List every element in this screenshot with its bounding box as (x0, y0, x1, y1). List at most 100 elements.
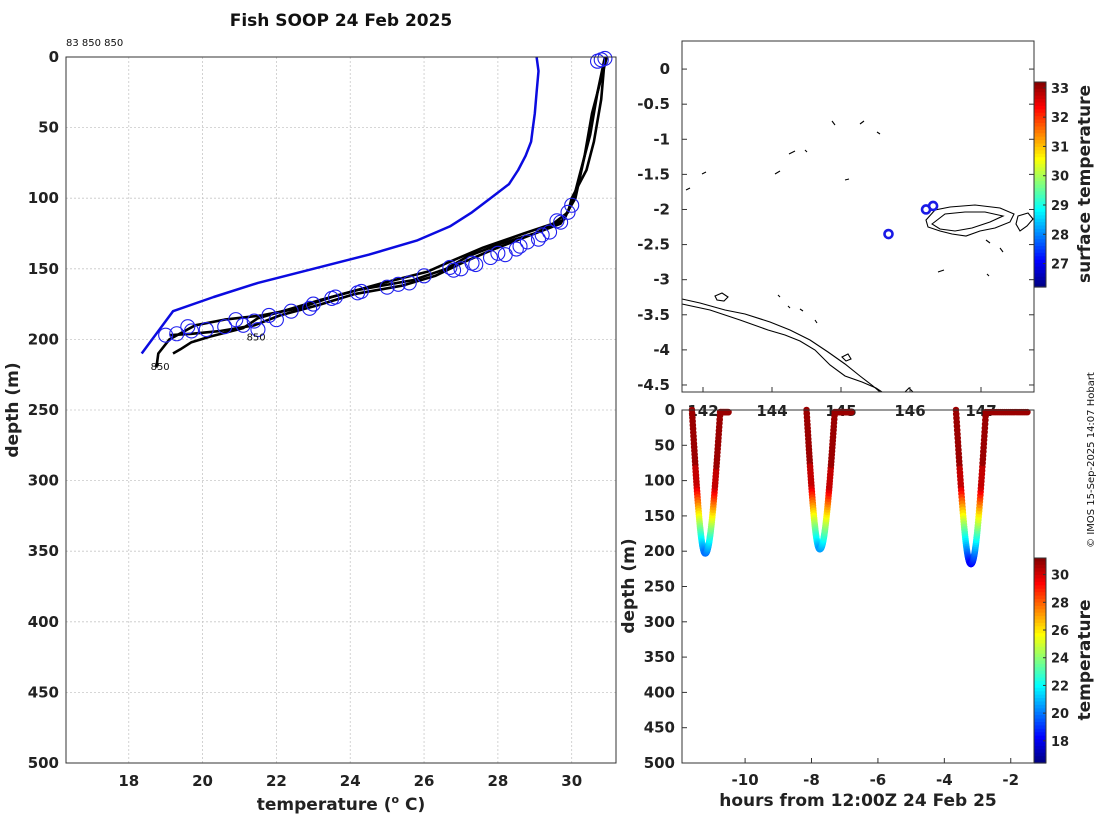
coastline (844, 178, 850, 181)
thermistor-marker (597, 50, 613, 66)
colorbar-swatch (1034, 735, 1046, 740)
colorbar-tick-label: 20 (1051, 707, 1069, 722)
thermistor-marker (169, 326, 185, 342)
thermistor-marker (283, 303, 299, 319)
colorbar-swatch (1034, 112, 1046, 117)
colorbar-swatch (1034, 256, 1046, 261)
colorbar-swatch (1034, 177, 1046, 182)
coastline (814, 319, 818, 324)
colorbar-swatch (1034, 205, 1046, 210)
coastline (925, 204, 1015, 237)
profile-lines (140, 56, 609, 368)
colorbar-swatch (1034, 725, 1046, 730)
time-y-tick-label: 150 (644, 507, 675, 525)
coastline (876, 131, 881, 135)
colorbar-tick-label: 33 (1051, 82, 1069, 97)
thermistor-marker (542, 224, 558, 240)
colorbar-swatch (1034, 187, 1046, 192)
map-y-tick-label: -4.5 (637, 376, 670, 394)
colorbar-swatch (1034, 116, 1046, 121)
y-tick-label: 100 (28, 189, 59, 207)
thermistor-marker (250, 321, 266, 338)
colorbar-swatch (1034, 126, 1046, 131)
map-y-tick-label: -4 (653, 341, 670, 359)
thermistor-marker (198, 321, 214, 338)
colorbar-tick-label: 27 (1051, 258, 1069, 273)
colorbar-swatch (1034, 605, 1046, 610)
time-y-tick-label: 300 (644, 613, 675, 631)
colorbar-swatch (1034, 698, 1046, 703)
colorbar-swatch (1034, 745, 1046, 750)
map-x-tick-label: 144 (756, 402, 787, 420)
colorbar-swatch (1034, 280, 1046, 285)
colorbar-swatch (1034, 691, 1046, 696)
y-tick-label: 300 (28, 472, 59, 490)
colorbar-swatch (1034, 181, 1046, 186)
thermistor-marker (482, 249, 499, 266)
colorbar-tick-label: 24 (1051, 652, 1069, 667)
colorbar-swatch (1034, 701, 1046, 706)
colorbar-swatch (1034, 739, 1046, 744)
colorbar-swatch (1034, 588, 1046, 593)
colorbar-swatch (1034, 146, 1046, 151)
profile-panel: Fish SOOP 24 Feb 2025 83 850 850 850850 … (3, 11, 617, 815)
colorbar-swatch (1034, 616, 1046, 621)
time-y-tick-label: 450 (644, 719, 675, 737)
profile-axes-frame (65, 56, 617, 764)
y-tick-label: 500 (28, 754, 59, 772)
colorbar-swatch (1034, 599, 1046, 604)
colorbar-swatch (1034, 150, 1046, 155)
colorbar-swatch (1034, 564, 1046, 569)
time-x-tick-label: -4 (936, 771, 953, 789)
colorbar-swatch (1034, 167, 1046, 172)
colorbar-swatch (1034, 694, 1046, 699)
coastline (681, 303, 883, 393)
thermistor-marker (183, 323, 200, 339)
map-coastlines (681, 120, 1034, 393)
colorbar-swatch (1034, 749, 1046, 754)
colorbar-swatch (1034, 663, 1046, 668)
thermistor-marker (564, 197, 580, 213)
colorbar-swatch (1034, 704, 1046, 709)
profile-labels: 850 850 (151, 333, 266, 374)
colorbar-swatch (1034, 660, 1046, 665)
colorbar-swatch (1034, 208, 1046, 213)
colorbar-swatch (1034, 687, 1046, 692)
coastline (777, 294, 781, 298)
colorbar-swatch (1034, 581, 1046, 586)
map-stations (883, 200, 939, 240)
colorbar-swatch (1034, 85, 1046, 90)
colorbar-tick-label: 30 (1051, 569, 1069, 584)
time-y-tick-label: 250 (644, 578, 675, 596)
profile-line (169, 56, 609, 337)
colorbar-tick-label: 28 (1051, 228, 1069, 243)
profile-grid (66, 56, 616, 764)
colorbar-swatch (1034, 136, 1046, 141)
colorbar-swatch (1034, 239, 1046, 244)
colorbar-swatch (1034, 609, 1046, 614)
map-y-tick-label: -0.5 (637, 95, 670, 113)
thermistor-marker (228, 312, 244, 328)
colorbar-swatch (1034, 561, 1046, 566)
coastline (937, 269, 945, 273)
time-y-tick-label: 400 (644, 683, 675, 701)
colorbar-swatch (1034, 273, 1046, 278)
colorbar-swatch (1034, 184, 1046, 189)
colorbar-swatch (1034, 198, 1046, 203)
station-marker (883, 228, 894, 240)
thermistor-marker (261, 307, 277, 323)
coastline (799, 308, 804, 312)
x-tick-label: 20 (192, 772, 213, 790)
colorbar-swatch (1034, 164, 1046, 169)
time-x-tick-label: -6 (870, 771, 887, 789)
colorbar-swatch (1034, 160, 1046, 165)
colorbar-swatch (1034, 102, 1046, 107)
time-y-tick-label: 50 (654, 436, 675, 454)
colorbar-swatch (1034, 235, 1046, 240)
colorbar-swatch (1034, 283, 1046, 288)
colorbar-swatch (1034, 718, 1046, 723)
profile-id-label: 850 (151, 362, 170, 373)
colorbar-swatch (1034, 653, 1046, 658)
profile-header-note: 83 850 850 (66, 38, 123, 49)
colorbar-swatch (1034, 201, 1046, 206)
